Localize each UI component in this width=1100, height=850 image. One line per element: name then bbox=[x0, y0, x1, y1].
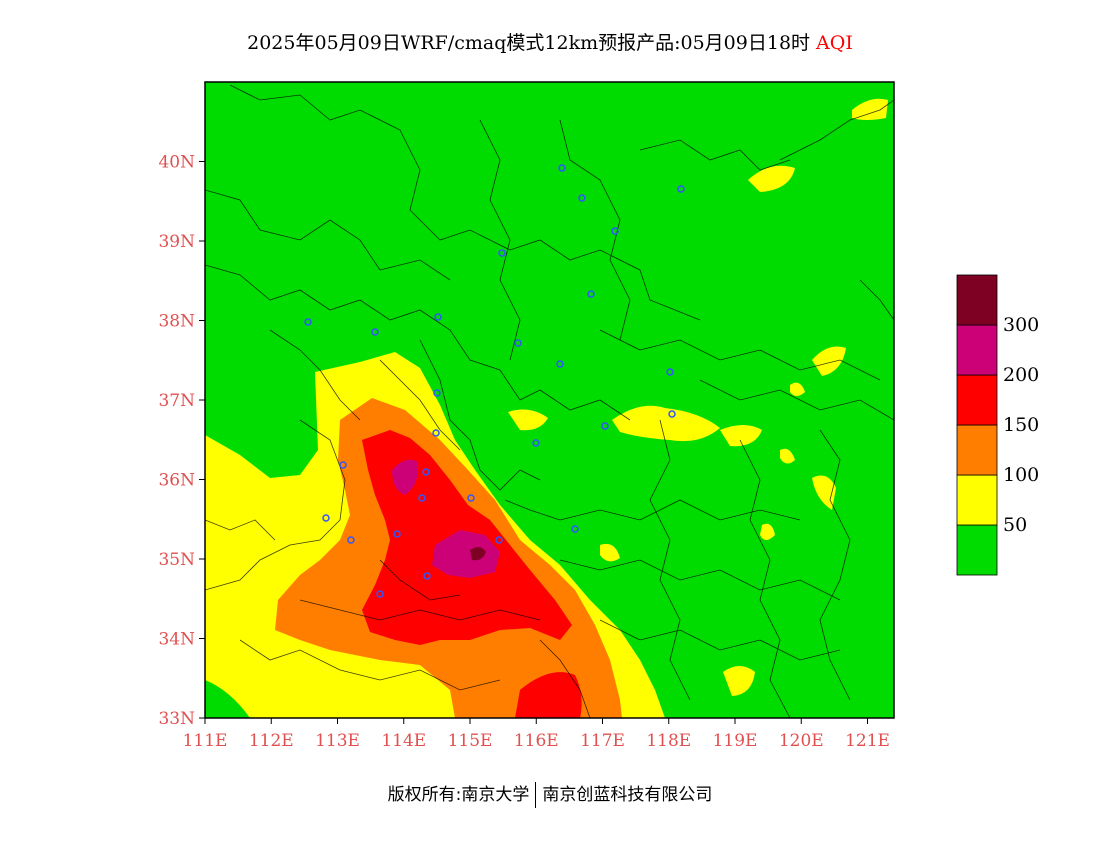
lat-tick-label: 33N bbox=[158, 709, 195, 729]
lon-tick-label: 121E bbox=[845, 731, 890, 751]
aqi-moderate-patch bbox=[720, 425, 762, 447]
city-marker bbox=[498, 249, 506, 257]
aqi-moderate-patch bbox=[748, 165, 795, 192]
city-marker bbox=[339, 461, 347, 469]
aqi-moderate-patch bbox=[600, 543, 620, 562]
city-marker bbox=[587, 290, 595, 298]
lon-tick-label: 111E bbox=[183, 731, 228, 751]
city-marker bbox=[677, 185, 685, 193]
aqi-good-corner bbox=[205, 680, 250, 718]
aqi-moderate-patch bbox=[508, 409, 548, 431]
lon-tick-label: 113E bbox=[315, 731, 360, 751]
city-marker bbox=[433, 389, 441, 397]
legend-label: 50 bbox=[1003, 514, 1027, 536]
aqi-very-unhealthy-patch bbox=[392, 459, 419, 495]
city-marker bbox=[495, 536, 503, 544]
legend-swatch bbox=[956, 524, 998, 576]
aqi-moderate-patch bbox=[790, 382, 805, 396]
aqi-hazardous-spot bbox=[470, 546, 486, 561]
legend-label: 200 bbox=[1003, 364, 1039, 386]
aqi-moderate-patch bbox=[723, 666, 755, 696]
city-marker bbox=[371, 328, 379, 336]
city-marker bbox=[467, 494, 475, 502]
lon-tick-label: 115E bbox=[448, 731, 493, 751]
city-marker bbox=[322, 514, 330, 522]
city-marker bbox=[304, 318, 312, 326]
lon-tick-label: 116E bbox=[514, 731, 559, 751]
aqi-moderate-patch bbox=[612, 405, 720, 442]
city-marker bbox=[532, 439, 540, 447]
lon-tick-label: 117E bbox=[580, 731, 625, 751]
credit-left: 版权所有:南京大学 bbox=[387, 785, 530, 805]
city-marker bbox=[571, 525, 579, 533]
lat-tick-label: 36N bbox=[158, 471, 195, 491]
city-marker bbox=[611, 227, 619, 235]
lat-tick-label: 35N bbox=[158, 550, 195, 570]
city-marker bbox=[558, 164, 566, 172]
legend-swatch bbox=[956, 424, 998, 476]
city-marker bbox=[347, 536, 355, 544]
city-marker bbox=[423, 572, 431, 580]
city-markers bbox=[304, 164, 685, 598]
city-marker bbox=[432, 429, 440, 437]
map-title: 2025年05月09日WRF/cmaq模式12km预报产品:05月09日18时 A… bbox=[0, 28, 1100, 55]
title-product: AQI bbox=[816, 32, 853, 54]
city-marker bbox=[418, 494, 426, 502]
lat-tick-label: 39N bbox=[158, 232, 195, 252]
lat-tick-label: 38N bbox=[158, 312, 195, 332]
city-marker bbox=[434, 313, 442, 321]
aqi-moderate-patch bbox=[812, 346, 846, 376]
title-main: 2025年05月09日WRF/cmaq模式12km预报产品:05月09日18时 bbox=[247, 32, 811, 54]
legend-swatch bbox=[956, 274, 998, 326]
city-marker bbox=[556, 360, 564, 368]
lon-tick-label: 120E bbox=[779, 731, 824, 751]
aqi-moderate-patch bbox=[852, 98, 888, 120]
city-marker bbox=[666, 368, 674, 376]
city-marker bbox=[601, 422, 609, 430]
lat-tick-label: 40N bbox=[158, 153, 195, 173]
lat-tick-label: 34N bbox=[158, 630, 195, 650]
aqi-very-unhealthy-region bbox=[432, 530, 500, 578]
lon-axis: 111E 112E 113E 114E 115E 116E 117E 118E 119E 120E… bbox=[183, 718, 890, 751]
city-marker bbox=[422, 468, 430, 476]
lon-tick-label: 114E bbox=[381, 731, 426, 751]
city-marker bbox=[668, 410, 676, 418]
aqi-moderate-patch bbox=[780, 448, 795, 464]
legend-swatch bbox=[956, 374, 998, 426]
legend-swatch bbox=[956, 474, 998, 526]
lat-axis: 40N 39N 38N 37N 36N 35N 34N 33N bbox=[158, 153, 205, 729]
boundary-lines bbox=[205, 84, 894, 718]
lat-tick-label: 37N bbox=[158, 391, 195, 411]
legend-label: 150 bbox=[1003, 414, 1039, 436]
credit-line: 版权所有:南京大学 南京创蓝科技有限公司 bbox=[0, 780, 1100, 808]
lon-tick-label: 112E bbox=[249, 731, 294, 751]
aqi-moderate-patch bbox=[812, 475, 836, 510]
credit-separator bbox=[535, 782, 537, 808]
lon-tick-label: 118E bbox=[646, 731, 691, 751]
city-marker bbox=[578, 194, 586, 202]
lon-tick-label: 119E bbox=[713, 731, 758, 751]
credit-right: 南京创蓝科技有限公司 bbox=[542, 785, 713, 805]
aqi-unhealthy-patch bbox=[515, 672, 582, 718]
legend-label: 100 bbox=[1003, 464, 1039, 486]
aqi-moderate-patch bbox=[760, 523, 775, 540]
city-marker bbox=[393, 530, 401, 538]
aqi-legend: 50 100 150 200 300 bbox=[956, 274, 1039, 576]
map-panel bbox=[205, 82, 894, 718]
city-marker bbox=[514, 339, 522, 347]
legend-label: 300 bbox=[1003, 314, 1039, 336]
legend-swatch bbox=[956, 324, 998, 376]
city-marker bbox=[376, 590, 384, 598]
